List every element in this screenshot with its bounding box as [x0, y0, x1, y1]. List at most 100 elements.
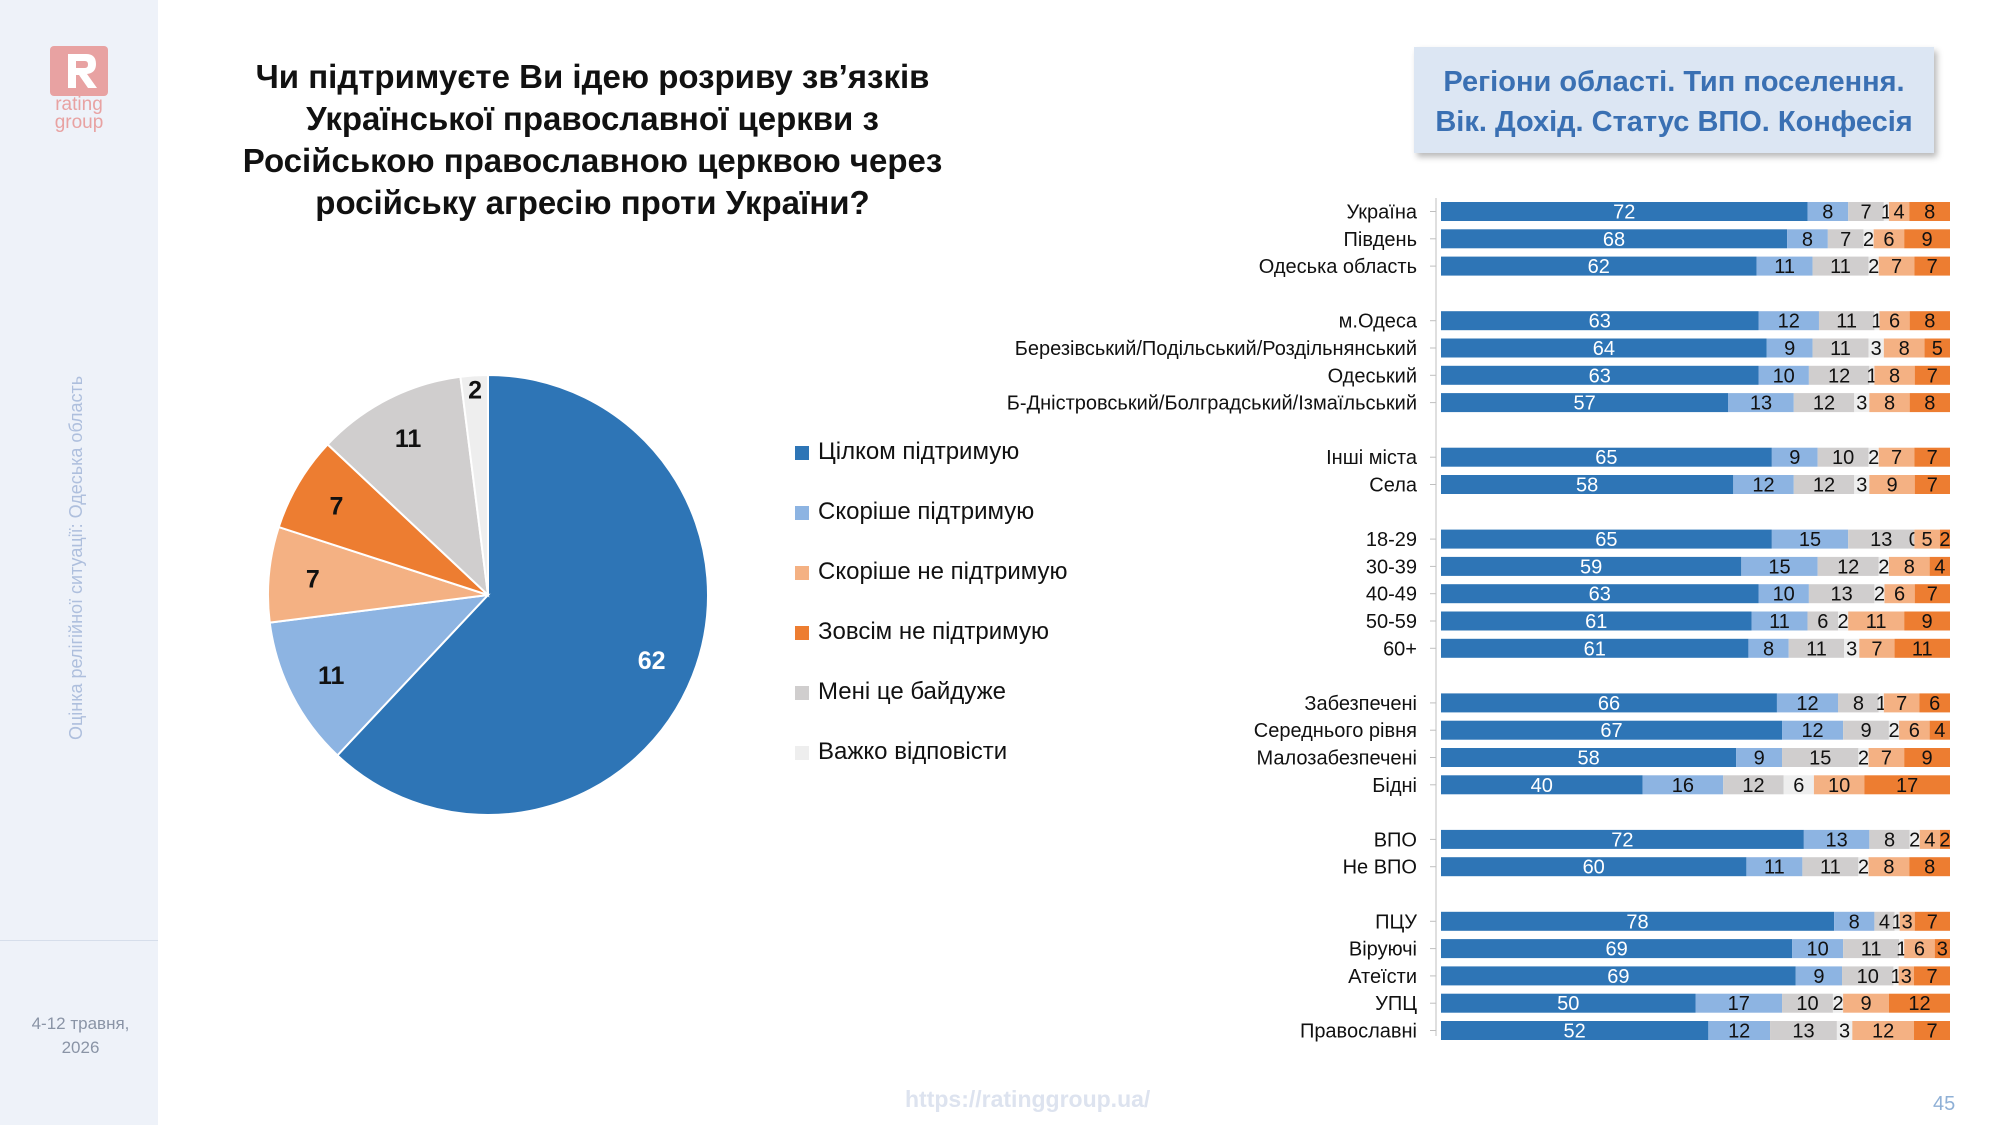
bar-category-label: УПЦ — [1375, 993, 1417, 1015]
bar-segment-indifferent — [1812, 338, 1869, 358]
bar-value-label-indifferent: 13 — [1792, 1021, 1814, 1043]
bar-value-label-rather-not-support: 3 — [1901, 966, 1912, 988]
bar-category-label: Березівський/Подільський/Роздільнянський — [1015, 338, 1417, 360]
bar-value-label-not-at-all: 3 — [1937, 939, 1948, 961]
bar-segment-rather-support — [1708, 1021, 1771, 1040]
bar-value-label-rather-not-support: 7 — [1891, 256, 1902, 278]
bar-segment-rather-support — [1733, 475, 1794, 494]
bar-category-label: ПЦУ — [1375, 911, 1417, 933]
bar-value-label-hard-to-say: 2 — [1863, 229, 1874, 251]
bar-segment-indifferent — [1848, 529, 1915, 549]
bar-value-label-full-support: 62 — [1588, 256, 1610, 278]
bar-segment-indifferent — [1869, 829, 1910, 849]
bar-segment-rather-not-support — [1874, 365, 1915, 385]
bar-value-label-hard-to-say: 2 — [1832, 993, 1843, 1015]
bar-segment-indifferent — [1782, 993, 1833, 1013]
bar-segment-indifferent — [1793, 393, 1855, 413]
bar-segment-full-support — [1441, 720, 1783, 740]
bar-value-label-rather-not-support: 3 — [1902, 911, 1913, 933]
bar-value-label-not-at-all: 8 — [1924, 857, 1935, 879]
bar-value-label-not-at-all: 8 — [1924, 202, 1935, 224]
bar-segment-full-support — [1441, 556, 1742, 576]
bar-value-label-indifferent: 11 — [1806, 638, 1827, 660]
bar-segment-hard-to-say — [1869, 365, 1875, 385]
bar-segment-not-at-all — [1914, 584, 1950, 604]
bar-segment-hard-to-say — [1854, 393, 1870, 413]
bar-segment-rather-not-support — [1868, 748, 1905, 767]
bar-segment-full-support — [1441, 611, 1752, 631]
bar-value-label-full-support: 50 — [1557, 993, 1579, 1015]
bar-value-label-hard-to-say: 1 — [1866, 365, 1877, 387]
bar-value-label-rather-support: 8 — [1822, 202, 1833, 224]
bar-value-label-not-at-all: 7 — [1927, 365, 1938, 387]
bar-value-label-hard-to-say: 1 — [1876, 693, 1887, 715]
bar-value-label-rather-not-support: 6 — [1889, 311, 1900, 333]
bar-value-label-rather-support: 8 — [1763, 638, 1774, 660]
bar-value-label-full-support: 72 — [1613, 202, 1635, 224]
bar-segment-rather-support — [1803, 829, 1870, 849]
bar-segment-rather-not-support — [1919, 829, 1940, 849]
bar-segment-rather-not-support — [1883, 693, 1920, 713]
bar-segment-rather-not-support — [1888, 556, 1930, 576]
bar-value-label-indifferent: 8 — [1853, 693, 1864, 715]
bar-segment-hard-to-say — [1858, 857, 1869, 877]
bar-value-label-not-at-all: 8 — [1924, 311, 1935, 333]
bar-segment-indifferent — [1808, 365, 1870, 385]
bar-value-label-rather-support: 9 — [1754, 748, 1765, 770]
bar-value-label-rather-support: 10 — [1773, 584, 1795, 606]
bar-segment-full-support — [1441, 202, 1808, 221]
breakdown-tag-line1: Регіони області. Тип поселення. — [1443, 66, 1905, 98]
bar-value-label-not-at-all: 17 — [1896, 775, 1918, 797]
bar-value-label-hard-to-say: 1 — [1871, 311, 1882, 333]
bar-segment-hard-to-say — [1883, 202, 1889, 221]
bar-value-label-rather-not-support: 7 — [1896, 693, 1907, 715]
bar-segment-indifferent — [1770, 1021, 1837, 1040]
bar-category-label: 60+ — [1383, 638, 1417, 660]
page-number: 45 — [1933, 1093, 1956, 1115]
bar-value-label-indifferent: 6 — [1817, 611, 1828, 633]
bar-value-label-full-support: 58 — [1576, 475, 1598, 497]
bar-segment-indifferent — [1838, 693, 1879, 713]
bar-value-label-indifferent: 11 — [1830, 338, 1851, 360]
bar-segment-not-at-all — [1939, 529, 1950, 549]
bar-category-label: Середнього рівня — [1254, 720, 1417, 742]
bar-segment-not-at-all — [1934, 939, 1950, 959]
bar-category-label: 30-39 — [1366, 556, 1417, 578]
bar-value-label-not-at-all: 11 — [1912, 638, 1933, 660]
bar-segment-rather-not-support — [1813, 775, 1865, 795]
survey-date-line1: 4-12 травня, — [31, 1014, 130, 1033]
bar-segment-rather-support — [1782, 720, 1844, 740]
bar-category-label: Православні — [1300, 1021, 1417, 1043]
bar-segment-hard-to-say — [1858, 748, 1869, 767]
bar-segment-full-support — [1441, 693, 1777, 713]
bar-value-label-rather-not-support: 8 — [1884, 393, 1895, 415]
bar-value-label-indifferent: 12 — [1828, 365, 1850, 387]
bar-value-label-hard-to-say: 1 — [1890, 966, 1901, 988]
bar-value-label-full-support: 65 — [1595, 529, 1617, 551]
bar-value-label-hard-to-say: 2 — [1868, 447, 1879, 469]
breakdown-tag-line2: Вік. Дохід. Статус ВПО. Конфесія — [1435, 106, 1913, 138]
bar-segment-full-support — [1441, 529, 1772, 549]
bar-segment-full-support — [1441, 338, 1767, 358]
bar-value-label-rather-not-support: 4 — [1924, 829, 1935, 851]
bar-value-label-full-support: 66 — [1598, 693, 1620, 715]
bar-value-label-hard-to-say: 2 — [1874, 584, 1885, 606]
bar-segment-rather-not-support — [1884, 584, 1915, 604]
bar-segment-rather-not-support — [1868, 857, 1910, 877]
bar-segment-rather-support — [1756, 256, 1813, 276]
bar-value-label-hard-to-say: 3 — [1856, 475, 1867, 497]
bar-segment-indifferent — [1843, 720, 1889, 740]
bar-segment-rather-support — [1792, 939, 1844, 959]
bar-segment-rather-not-support — [1888, 202, 1910, 221]
bar-segment-indifferent — [1817, 556, 1879, 576]
bar-segment-not-at-all — [1909, 393, 1950, 413]
bar-segment-not-at-all — [1909, 857, 1950, 877]
bar-segment-indifferent — [1848, 202, 1884, 221]
rating-group-logo[interactable]: rating group — [44, 46, 114, 132]
footer-url[interactable]: https://ratinggroup.ua/ — [905, 1086, 1151, 1112]
bar-segment-not-at-all — [1914, 365, 1950, 385]
bar-value-label-rather-support: 15 — [1799, 529, 1821, 551]
bar-value-label-rather-not-support: 8 — [1899, 338, 1910, 360]
bar-value-label-indifferent: 13 — [1831, 584, 1853, 606]
